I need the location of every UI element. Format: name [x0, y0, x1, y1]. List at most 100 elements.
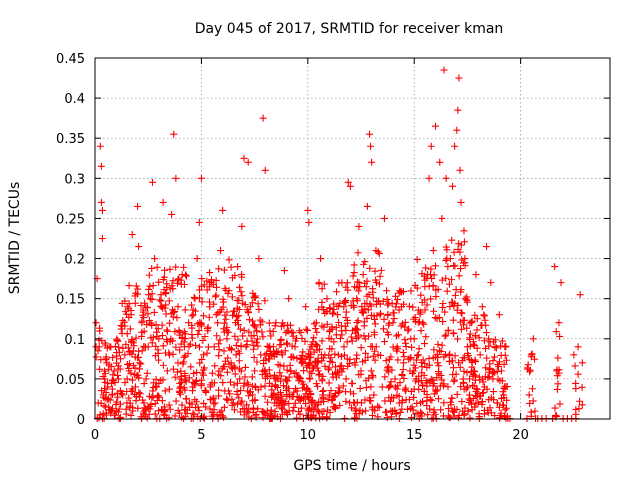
- data-point: [210, 379, 218, 387]
- data-point: [359, 308, 367, 316]
- data-point: [446, 303, 454, 311]
- data-point: [250, 341, 258, 349]
- data-point: [359, 271, 367, 279]
- data-point: [369, 405, 377, 413]
- data-point: [310, 405, 318, 413]
- data-point: [574, 343, 582, 351]
- data-point: [182, 271, 190, 279]
- data-point: [228, 293, 236, 301]
- data-point: [369, 371, 377, 379]
- data-point: [328, 345, 336, 353]
- data-point: [342, 283, 350, 291]
- data-point: [114, 362, 122, 370]
- data-point: [552, 328, 560, 336]
- data-point: [272, 319, 280, 327]
- data-point: [526, 366, 534, 374]
- data-point: [117, 355, 125, 363]
- data-point: [422, 377, 430, 385]
- data-point: [153, 328, 161, 336]
- data-point: [388, 366, 396, 374]
- data-point: [557, 279, 565, 287]
- data-point: [419, 398, 427, 406]
- data-point: [367, 383, 375, 391]
- data-point: [315, 398, 323, 406]
- data-point: [99, 373, 107, 381]
- data-point: [346, 182, 354, 190]
- data-point: [96, 365, 104, 373]
- data-point: [313, 342, 321, 350]
- data-point: [178, 413, 186, 421]
- y-tick-label: 0.1: [64, 333, 85, 348]
- data-point: [471, 332, 479, 340]
- data-point: [194, 320, 202, 328]
- data-point: [415, 345, 423, 353]
- data-point: [444, 383, 452, 391]
- data-point: [152, 382, 160, 390]
- data-point: [128, 376, 136, 384]
- data-point: [449, 182, 457, 190]
- data-point: [101, 378, 109, 386]
- data-point: [265, 366, 273, 374]
- data-point: [156, 296, 164, 304]
- data-point: [350, 261, 358, 269]
- data-point: [343, 319, 351, 327]
- data-point: [177, 378, 185, 386]
- data-point: [309, 396, 317, 404]
- data-point: [135, 243, 143, 251]
- data-point: [115, 405, 123, 413]
- data-point: [551, 404, 559, 412]
- data-point: [414, 378, 422, 386]
- data-point: [210, 400, 218, 408]
- data-point: [430, 307, 438, 315]
- data-point: [96, 324, 104, 332]
- data-point: [432, 387, 440, 395]
- data-point: [417, 359, 425, 367]
- data-point: [423, 393, 431, 401]
- data-point: [421, 340, 429, 348]
- data-point: [483, 354, 491, 362]
- data-point: [232, 341, 240, 349]
- y-tick-label: 0.45: [56, 52, 85, 67]
- data-point: [385, 299, 393, 307]
- data-point: [444, 263, 452, 271]
- data-point: [312, 341, 320, 349]
- data-point: [463, 369, 471, 377]
- data-point: [195, 343, 203, 351]
- data-point: [254, 335, 262, 343]
- data-point: [131, 364, 139, 372]
- data-point: [434, 395, 442, 403]
- data-point: [578, 401, 586, 409]
- data-point: [214, 309, 222, 317]
- data-point: [96, 411, 104, 419]
- data-point: [446, 350, 454, 358]
- data-point: [296, 374, 304, 382]
- data-point: [402, 384, 410, 392]
- data-point: [554, 354, 562, 362]
- data-point: [383, 287, 391, 295]
- data-point: [310, 320, 318, 328]
- data-point: [270, 349, 278, 357]
- data-point: [443, 255, 451, 263]
- data-point: [161, 387, 169, 395]
- data-point: [306, 345, 314, 353]
- data-point: [310, 348, 318, 356]
- data-point: [454, 245, 462, 253]
- data-point: [329, 309, 337, 317]
- data-point: [317, 255, 325, 263]
- data-point: [171, 412, 179, 420]
- data-point: [455, 240, 463, 248]
- data-point: [172, 174, 180, 182]
- data-point: [441, 308, 449, 316]
- data-point: [396, 408, 404, 416]
- data-point: [450, 262, 458, 270]
- data-point: [217, 247, 225, 255]
- data-point: [190, 369, 198, 377]
- data-point: [457, 383, 465, 391]
- data-point: [408, 403, 416, 411]
- data-point: [140, 342, 148, 350]
- data-point: [157, 291, 165, 299]
- data-point: [197, 174, 205, 182]
- data-point: [311, 357, 319, 365]
- data-point: [327, 387, 335, 395]
